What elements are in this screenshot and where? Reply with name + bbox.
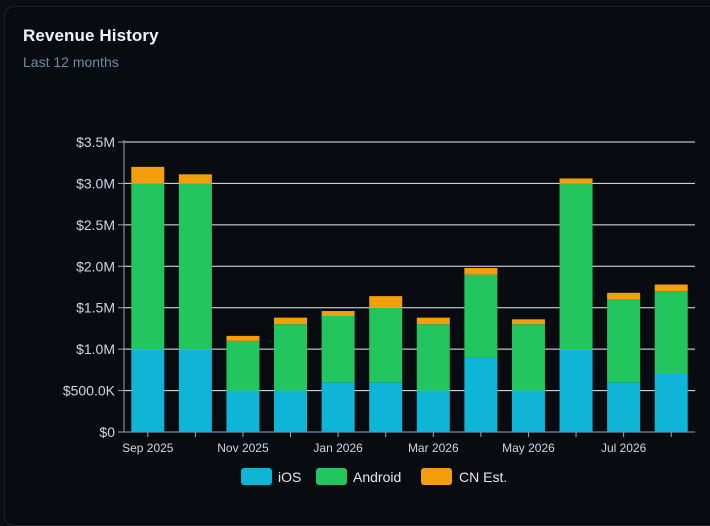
bar-android-feb-2026 — [369, 307, 403, 383]
bar-android-apr-2026 — [464, 274, 498, 358]
bar-ios-jan-2026 — [321, 382, 355, 432]
x-tick-label: Nov 2025 — [217, 441, 269, 455]
x-tick-label: May 2026 — [502, 441, 555, 455]
bar-android-oct-2025 — [178, 183, 212, 350]
y-tick-label: $500.0K — [63, 383, 116, 399]
bar-ios-jun-2026 — [559, 349, 593, 432]
y-tick-label: $0 — [99, 424, 115, 440]
bar-cn-est-jan-2026 — [321, 311, 355, 316]
bar-cn-est-aug-2026 — [654, 284, 688, 292]
bar-ios-may-2026 — [511, 390, 545, 432]
legend-label: CN Est. — [459, 469, 507, 485]
y-tick-label: $1.0M — [76, 341, 115, 357]
bar-android-mar-2026 — [416, 324, 450, 391]
legend-swatch — [316, 468, 347, 485]
bar-cn-est-dec-2025 — [274, 317, 308, 325]
revenue-chart: $0 $500.0K $1.0M $1.5M $2.0M $2.5M $3.0M $3.5M S… — [63, 134, 695, 485]
bar-cn-est-nov-2025 — [226, 335, 260, 341]
bar-android-jun-2026 — [559, 183, 593, 350]
bar-android-nov-2025 — [226, 340, 260, 391]
bar-android-dec-2025 — [274, 324, 308, 391]
card-title: Revenue History — [23, 26, 159, 45]
bar-cn-est-sep-2025 — [131, 166, 165, 184]
x-tick-label: Mar 2026 — [408, 441, 459, 455]
y-tick-label: $3.5M — [76, 134, 115, 150]
bar-android-may-2026 — [511, 324, 545, 391]
bar-ios-dec-2025 — [274, 390, 308, 432]
bar-android-jul-2026 — [607, 299, 641, 383]
card-subtitle: Last 12 months — [23, 54, 119, 70]
bar-cn-est-mar-2026 — [416, 317, 450, 325]
bar-ios-jul-2026 — [607, 382, 641, 432]
bar-cn-est-apr-2026 — [464, 267, 498, 275]
y-tick-label: $2.0M — [76, 258, 115, 274]
bar-android-sep-2025 — [131, 183, 165, 350]
x-tick-label: Sep 2025 — [122, 441, 174, 455]
bar-android-aug-2026 — [654, 291, 688, 374]
x-tick-label: Jul 2026 — [601, 441, 647, 455]
bar-cn-est-feb-2026 — [369, 296, 403, 308]
bar-ios-sep-2025 — [131, 349, 165, 432]
bar-ios-oct-2025 — [178, 349, 212, 432]
bar-cn-est-jul-2026 — [607, 292, 641, 300]
bar-ios-mar-2026 — [416, 390, 450, 432]
legend-swatch — [241, 468, 272, 485]
bar-cn-est-may-2026 — [511, 319, 545, 325]
legend-label: Android — [353, 469, 401, 485]
y-tick-label: $2.5M — [76, 217, 115, 233]
legend-label: iOS — [278, 469, 301, 485]
y-tick-label: $3.0M — [76, 175, 115, 191]
bar-ios-aug-2026 — [654, 374, 688, 432]
legend-swatch — [421, 468, 452, 485]
bar-ios-feb-2026 — [369, 382, 403, 432]
bar-ios-apr-2026 — [464, 357, 498, 432]
bar-cn-est-jun-2026 — [559, 178, 593, 184]
y-tick-label: $1.5M — [76, 300, 115, 316]
x-tick-label: Jan 2026 — [313, 441, 363, 455]
bar-android-jan-2026 — [321, 316, 355, 383]
bar-ios-nov-2025 — [226, 390, 260, 432]
bar-cn-est-oct-2025 — [178, 174, 212, 184]
